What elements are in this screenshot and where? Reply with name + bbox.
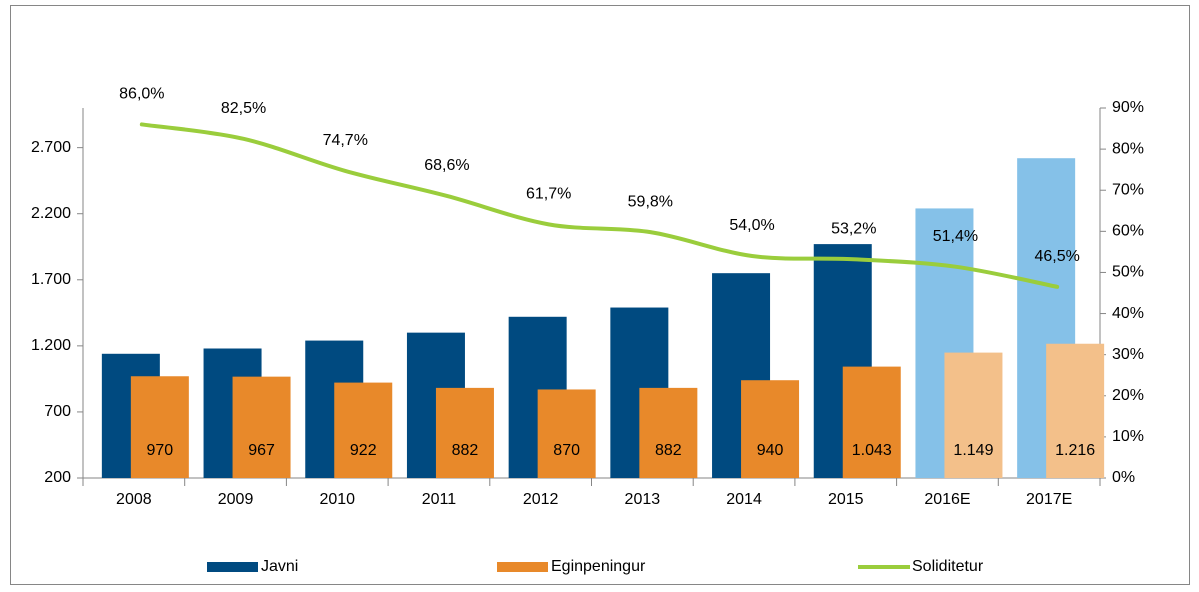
bar (537, 389, 596, 478)
x-tick-label: 2010 (319, 491, 355, 508)
y2-tick-label: 60% (1112, 223, 1144, 240)
bar-value-label: 882 (655, 442, 682, 459)
bar-value-label: 1.216 (1055, 442, 1095, 459)
bar (741, 380, 800, 478)
y2-tick-label: 30% (1112, 346, 1144, 363)
x-tick-label: 2012 (523, 491, 559, 508)
bar-value-label: 967 (248, 442, 275, 459)
bar-value-label: 922 (350, 442, 377, 459)
legend-swatch (207, 562, 258, 572)
bar (130, 376, 189, 478)
y2-tick-label: 90% (1112, 99, 1144, 116)
chart-border (10, 5, 1190, 585)
bar-value-label: 970 (146, 442, 173, 459)
legend-label: Javni (261, 558, 298, 575)
y-tick-label: 1.700 (31, 271, 71, 288)
line-value-label: 54,0% (729, 217, 774, 234)
y2-tick-label: 20% (1112, 387, 1144, 404)
line-value-label: 74,7% (323, 132, 368, 149)
legend-label: Eginpeningur (551, 558, 646, 575)
bar (944, 352, 1003, 478)
y-tick-label: 2.700 (31, 139, 71, 156)
legend-label: Soliditetur (912, 558, 984, 575)
bar-value-label: 870 (553, 442, 580, 459)
bar-value-label: 882 (452, 442, 479, 459)
y-tick-label: 2.200 (31, 205, 71, 222)
bar (639, 387, 698, 478)
bar (334, 382, 393, 478)
bar-value-label: 940 (757, 442, 784, 459)
x-tick-label: 2009 (218, 491, 254, 508)
y2-tick-label: 10% (1112, 428, 1144, 445)
x-tick-label: 2014 (726, 491, 762, 508)
legend-swatch (497, 562, 548, 572)
y2-tick-label: 0% (1112, 469, 1135, 486)
line-value-label: 46,5% (1034, 248, 1079, 265)
x-tick-label: 2008 (116, 491, 152, 508)
x-tick-label: 2013 (625, 491, 661, 508)
x-tick-label: 2015 (828, 491, 864, 508)
line-value-label: 61,7% (526, 186, 571, 203)
bar-value-label: 1.149 (953, 442, 993, 459)
bar (1046, 343, 1105, 478)
bar (842, 366, 901, 478)
y-tick-label: 700 (44, 403, 71, 420)
x-tick-label: 2016E (924, 491, 970, 508)
y2-tick-label: 80% (1112, 140, 1144, 157)
y2-tick-label: 40% (1112, 305, 1144, 322)
y-tick-label: 1.200 (31, 337, 71, 354)
line-value-label: 51,4% (933, 228, 978, 245)
bar (435, 387, 494, 478)
y2-tick-label: 70% (1112, 181, 1144, 198)
y-tick-label: 200 (44, 469, 71, 486)
line-value-label: 86,0% (119, 86, 164, 103)
line-value-label: 68,6% (424, 157, 469, 174)
y2-tick-label: 50% (1112, 264, 1144, 281)
line-value-label: 59,8% (628, 193, 673, 210)
bar (232, 376, 291, 478)
line-value-label: 53,2% (831, 221, 876, 238)
line (139, 122, 1060, 289)
bar-value-label: 1.043 (852, 442, 892, 459)
line-value-label: 82,5% (221, 100, 266, 117)
x-tick-label: 2017E (1026, 491, 1072, 508)
x-tick-label: 2011 (422, 491, 457, 508)
